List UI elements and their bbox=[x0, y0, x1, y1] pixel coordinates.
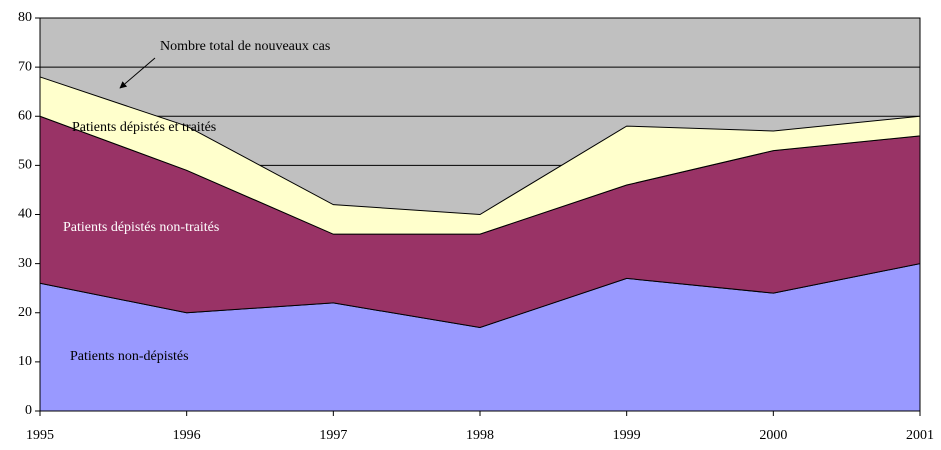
x-tick-label: 2001 bbox=[906, 428, 934, 443]
y-tick-label: 60 bbox=[18, 108, 32, 123]
x-tick-label: 1999 bbox=[613, 428, 641, 443]
y-tick-label: 40 bbox=[18, 207, 32, 222]
y-tick-label: 20 bbox=[18, 305, 32, 320]
y-tick-label: 70 bbox=[18, 59, 32, 74]
x-tick-label: 1995 bbox=[26, 428, 54, 443]
y-tick-label: 0 bbox=[25, 403, 32, 418]
x-tick-label: 1997 bbox=[319, 428, 347, 443]
x-tick-label: 2000 bbox=[759, 428, 787, 443]
series-label: Patients dépistés non-traités bbox=[63, 220, 219, 235]
x-tick-label: 1998 bbox=[466, 428, 494, 443]
series-label: Patients dépistés et traités bbox=[72, 120, 216, 135]
series-label: Patients non-dépistés bbox=[70, 349, 189, 364]
y-tick-label: 30 bbox=[18, 256, 32, 271]
x-tick-label: 1996 bbox=[173, 428, 201, 443]
y-tick-label: 10 bbox=[18, 354, 32, 369]
annotation: Nombre total de nouveaux cas bbox=[160, 39, 330, 54]
annotation-arrow bbox=[119, 57, 156, 89]
y-tick-label: 50 bbox=[18, 158, 32, 173]
y-tick-label: 80 bbox=[18, 10, 32, 25]
